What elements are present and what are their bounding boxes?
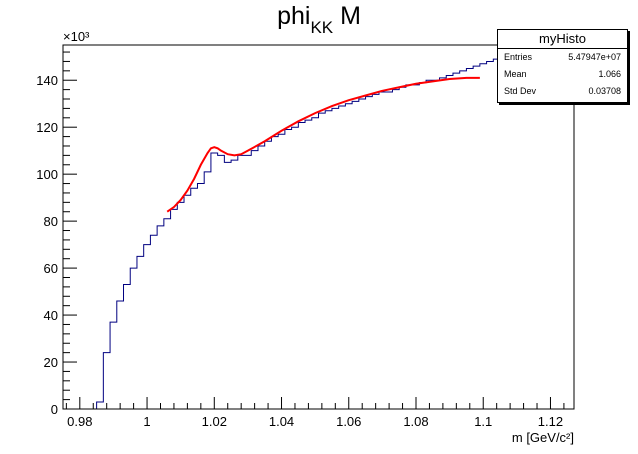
stats-mean-label: Mean [504,69,527,79]
y-tick-label: 100 [36,167,58,182]
x-axis-label: m [GeV/c²] [512,430,574,445]
histogram-line [63,44,574,410]
title-main: phi [277,2,311,30]
x-tick-label: 1.12 [538,414,563,429]
y-tick-label: 20 [44,355,58,370]
stats-row-entries: Entries 5.47947e+07 [498,49,627,66]
x-tick-label: 1.1 [474,414,492,429]
y-tick-label: 0 [51,402,58,417]
x-tick-label: 1.04 [269,414,294,429]
x-tick-label: 1.08 [403,414,428,429]
y-tick-label: 120 [36,120,58,135]
fit-curve [166,76,480,213]
x-tick-label: 1.06 [336,414,361,429]
stats-row-mean: Mean 1.066 [498,66,627,83]
y-tick-label: 140 [36,73,58,88]
title-suffix: M [333,2,361,30]
stats-box: myHisto Entries 5.47947e+07 Mean 1.066 S… [497,29,628,103]
y-tick-label: 60 [44,261,58,276]
y-tick-label: 80 [44,214,58,229]
x-tick-label: 1 [143,414,150,429]
x-tick-label: 1.02 [202,414,227,429]
stats-stddev-label: Std Dev [504,86,537,96]
stats-entries-value: 5.47947e+07 [568,52,621,62]
y-axis-multiplier: ×10³ [63,29,90,44]
stats-title: myHisto [498,30,627,49]
stats-entries-label: Entries [504,52,533,62]
x-tick-label: 0.98 [67,414,92,429]
stats-row-stddev: Std Dev 0.03708 [498,83,627,100]
y-tick-label: 40 [44,308,58,323]
stats-mean-value: 1.066 [598,69,621,79]
title-subscript: KK [310,18,334,37]
plot-frame [62,44,575,410]
stats-stddev-value: 0.03708 [588,86,621,96]
chart-title: phiKK M [0,2,638,38]
